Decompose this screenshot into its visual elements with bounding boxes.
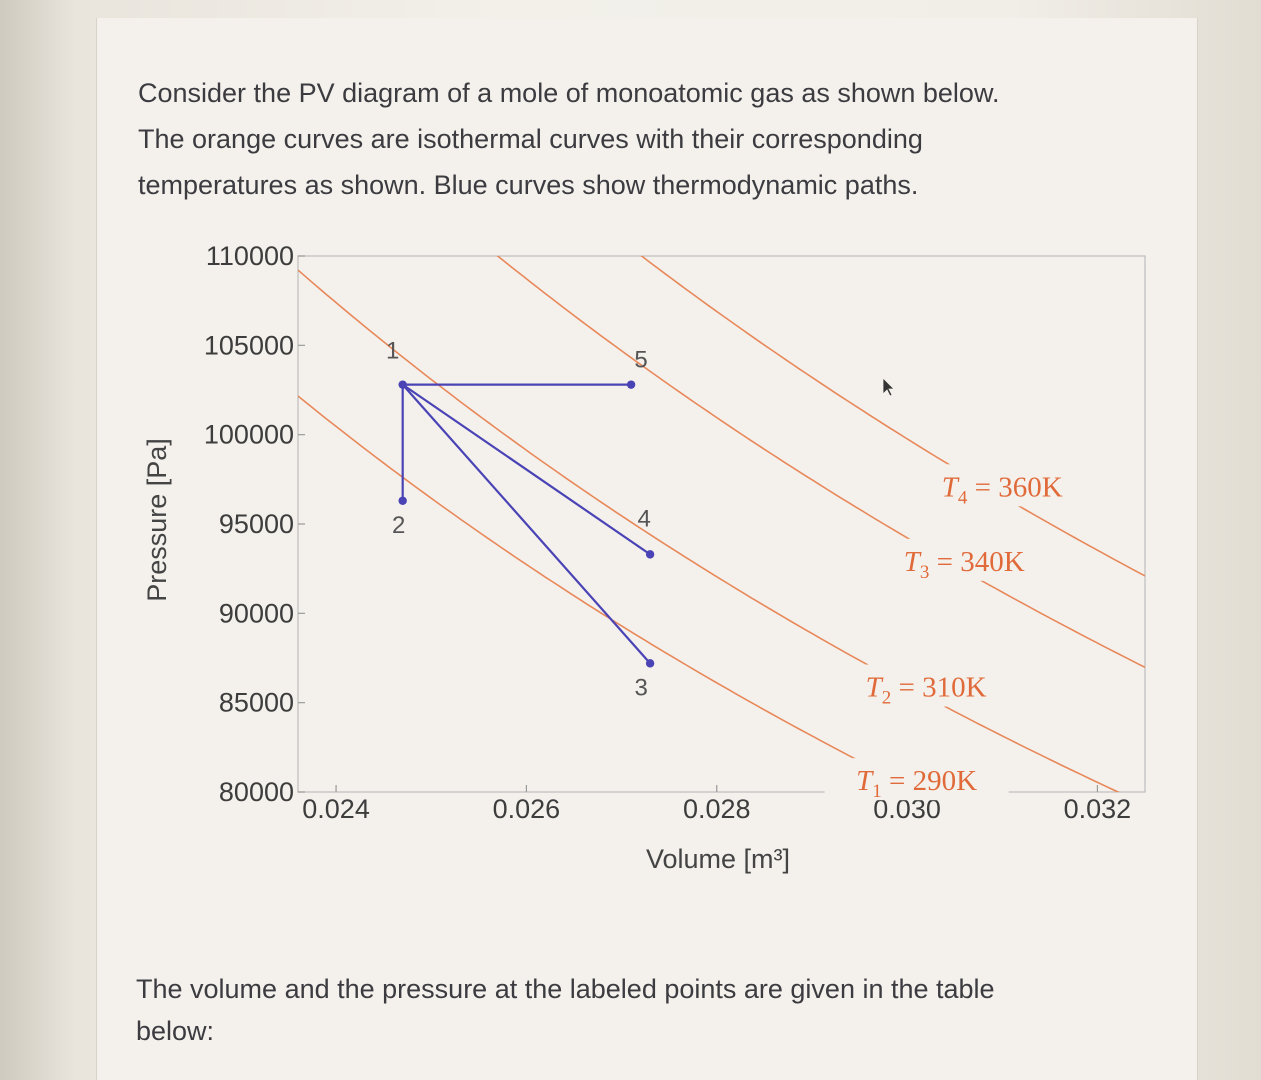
outro-line-1: The volume and the pressure at the label… xyxy=(136,974,995,1004)
y-tick-label: 110000 xyxy=(206,241,294,271)
isotherm-label-subscript: 4 xyxy=(958,487,968,508)
intro-line-2: The orange curves are isothermal curves … xyxy=(138,124,923,154)
y-tick-label: 105000 xyxy=(204,330,294,360)
point-label-4: 4 xyxy=(637,505,650,532)
mouse-cursor-icon xyxy=(882,377,895,397)
y-axis: 80000 85000 90000 95000 100000 105000 110000 xyxy=(204,241,305,807)
isotherm-curve-T1 xyxy=(298,395,922,792)
isotherm-curve-T2 xyxy=(298,269,1120,792)
isotherm-label-base: T xyxy=(942,471,960,503)
y-tick-label: 90000 xyxy=(219,598,294,628)
isotherm-label-background xyxy=(872,538,1057,581)
isotherm-label-background xyxy=(910,464,1095,507)
intro-line-3: temperatures as shown. Blue curves show … xyxy=(138,170,919,200)
isotherm-label-base: T xyxy=(866,672,884,704)
isotherm-label-T3: T3 = 340K xyxy=(904,546,1025,583)
point-label-5: 5 xyxy=(634,347,647,374)
point-5 xyxy=(626,380,636,389)
point-label-1: 1 xyxy=(386,338,399,365)
isotherm-label-T1: T1 = 290K xyxy=(856,765,977,802)
isotherm-label-T2: T2 = 310K xyxy=(866,672,987,709)
y-tick-label: 95000 xyxy=(219,509,294,539)
question-intro: Consider the PV diagram of a mole of mon… xyxy=(138,70,1138,208)
point-4 xyxy=(645,550,655,559)
y-axis-title: Pressure [Pa] xyxy=(142,438,172,602)
isotherm-label-background xyxy=(834,664,1019,707)
x-tick-label: 0.032 xyxy=(1064,794,1132,824)
isotherm-label-value: = 340K xyxy=(929,546,1024,578)
labeled-points: 1 2 3 4 5 xyxy=(386,338,655,701)
point-3 xyxy=(645,659,655,668)
isotherm-label-value: = 310K xyxy=(891,672,986,704)
x-tick-label: 0.026 xyxy=(493,794,561,824)
path-1-3 xyxy=(401,383,651,665)
x-tick-label: 0.024 xyxy=(302,794,370,824)
isotherm-label-background xyxy=(824,758,1009,801)
plot-frame xyxy=(297,255,1146,793)
thermodynamic-paths xyxy=(401,383,651,665)
isotherm-label-T4: T4 = 360K xyxy=(942,471,1063,508)
isotherm-label-subscript: 2 xyxy=(882,688,892,709)
isotherm-curve-T3 xyxy=(496,256,1145,669)
isotherm-label-value: = 290K xyxy=(882,765,977,797)
point-1 xyxy=(398,380,407,389)
isotherm-label-base: T xyxy=(904,546,922,578)
isotherm-label-subscript: 3 xyxy=(920,562,930,583)
point-2 xyxy=(398,496,407,505)
y-tick-label: 85000 xyxy=(219,688,294,718)
y-tick-label: 80000 xyxy=(219,777,294,807)
point-label-2: 2 xyxy=(392,512,405,539)
path-1-4 xyxy=(402,383,651,556)
x-tick-label: 0.028 xyxy=(683,794,751,824)
isotherm-label-subscript: 1 xyxy=(872,781,882,802)
outro-line-2: below: xyxy=(136,1016,215,1046)
x-axis-title: Volume [m³] xyxy=(646,844,790,874)
point-label-3: 3 xyxy=(634,674,647,701)
y-tick-label: 100000 xyxy=(204,420,294,450)
isotherm-label-value: = 360K xyxy=(967,471,1062,503)
table-intro-text: The volume and the pressure at the label… xyxy=(136,968,1136,1052)
intro-line-1: Consider the PV diagram of a mole of mon… xyxy=(138,78,1000,108)
isotherm-curves xyxy=(298,256,1145,792)
isotherm-label-base: T xyxy=(856,765,874,797)
